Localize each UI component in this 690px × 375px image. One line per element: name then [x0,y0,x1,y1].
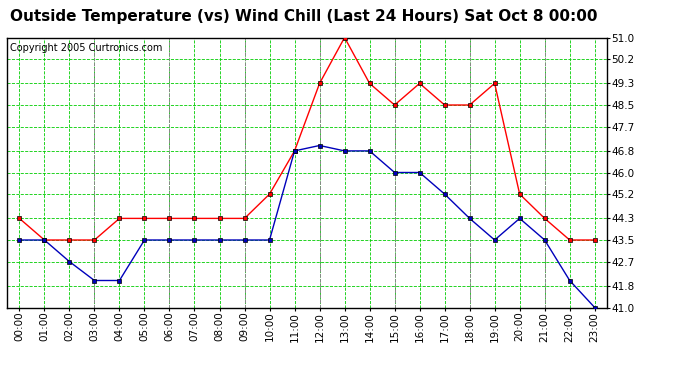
Text: Copyright 2005 Curtronics.com: Copyright 2005 Curtronics.com [10,43,162,53]
Text: Outside Temperature (vs) Wind Chill (Last 24 Hours) Sat Oct 8 00:00: Outside Temperature (vs) Wind Chill (Las… [10,9,598,24]
